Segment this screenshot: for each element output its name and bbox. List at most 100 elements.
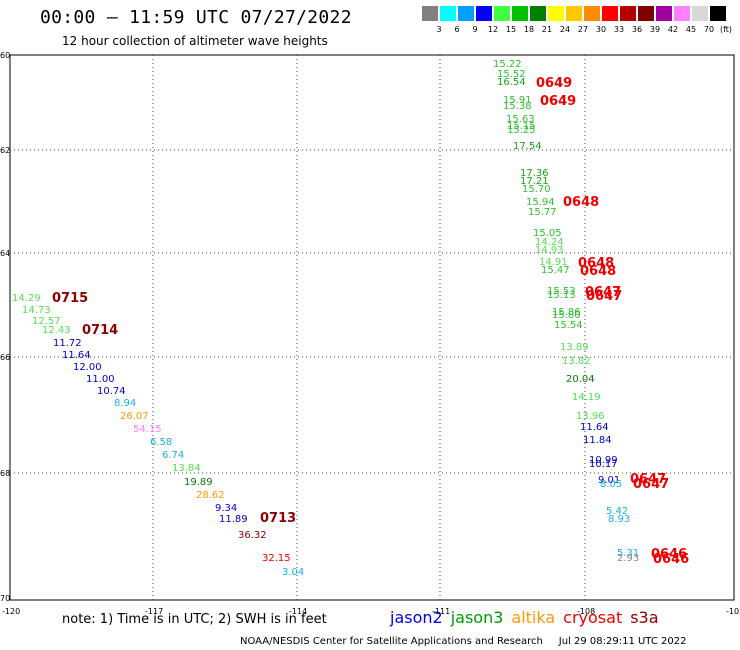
colorbar-swatch	[602, 6, 618, 21]
time-stamp-label: 0646	[653, 552, 689, 567]
latitude-label: 70	[0, 594, 10, 603]
wave-height-label: 15.15	[507, 121, 536, 132]
time-stamp-label: 0713	[260, 511, 296, 526]
wave-height-label: 15.80	[552, 310, 581, 321]
latitude-label: 68	[0, 469, 10, 478]
time-stamp-label: 0648	[563, 195, 599, 210]
colorbar-tick-label: 70	[703, 25, 715, 34]
wave-height-label: 26.07	[120, 411, 149, 422]
legend-entry-altika: altika	[511, 608, 556, 627]
wave-height-label: 32.15	[262, 553, 291, 564]
legend-entry-s3a: s3a	[630, 608, 659, 627]
wave-height-label: 11.64	[580, 422, 609, 433]
wave-height-label: 6.74	[162, 450, 184, 461]
colorbar-tick-label: 18	[523, 25, 535, 34]
wave-height-label: 14.91	[539, 257, 568, 268]
colorbar-tick-label: 30	[595, 25, 607, 34]
time-stamp-label: 0649	[536, 76, 572, 91]
latitude-label: 62	[0, 146, 10, 155]
wave-height-label: 19.89	[184, 477, 213, 488]
longitude-label: -105	[726, 607, 740, 616]
wave-height-label: 15.22	[493, 59, 522, 70]
time-stamp-label: 0649	[540, 94, 576, 109]
longitude-label: -111	[432, 607, 450, 616]
latitude-label: 64	[0, 249, 10, 258]
wave-height-label: 16.54	[497, 77, 526, 88]
wave-height-label: 13.96	[576, 411, 605, 422]
colorbar-tick-label: 9	[472, 25, 478, 34]
units-note: note: 1) Time is in UTC; 2) SWH is in fe…	[62, 612, 327, 627]
wave-height-label: 36.32	[238, 530, 267, 541]
longitude-label: -117	[145, 607, 163, 616]
longitude-label: -108	[577, 607, 595, 616]
wave-height-label: 9.01	[598, 475, 620, 486]
wave-height-label: 15.05	[533, 228, 562, 239]
wave-height-label: 15.25	[507, 125, 536, 136]
wave-height-label: 9.34	[215, 503, 237, 514]
colorbar-tick-label: 27	[577, 25, 589, 34]
wave-height-label: 13.89	[560, 342, 589, 353]
time-stamp-label: 0714	[82, 323, 118, 338]
wave-height-label: 15.63	[506, 114, 535, 125]
credit-footer: NOAA/NESDIS Center for Satellite Applica…	[240, 636, 687, 647]
wave-height-label: 5.42	[606, 506, 628, 517]
colorbar-swatch	[548, 6, 564, 21]
wave-height-label: 12.43	[42, 325, 71, 336]
colorbar-tick-label: 24	[559, 25, 571, 34]
colorbar-tick-label: 6	[454, 25, 460, 34]
wave-height-label: 15.53	[547, 286, 576, 297]
wave-height-label: 15.94	[526, 197, 555, 208]
colorbar-unit-label: (ft)	[719, 25, 733, 34]
wave-height-label: 54.15	[133, 424, 162, 435]
colorbar-swatch	[692, 6, 708, 21]
time-stamp-label: 0647	[633, 477, 669, 492]
satellite-legend: jason2 jason3 altika cryosat s3a	[390, 608, 667, 627]
longitude-label: -120	[2, 607, 20, 616]
wave-height-label: 12.57	[32, 316, 61, 327]
wave-height-label: 11.00	[86, 374, 115, 385]
colorbar-swatch	[710, 6, 726, 21]
wave-height-label: 17.36	[520, 168, 549, 179]
time-stamp-label: 0647	[585, 285, 621, 300]
time-stamp-label: 0715	[52, 291, 88, 306]
wave-height-label: 17.54	[513, 141, 542, 152]
wave-height-label: 11.89	[219, 514, 248, 525]
wave-height-label: 28.62	[196, 490, 225, 501]
longitude-label: -114	[289, 607, 307, 616]
colorbar-swatch	[440, 6, 456, 21]
colorbar-tick-label: 3	[436, 25, 442, 34]
wave-height-label: 14.73	[22, 305, 51, 316]
wave-height-label: 14.29	[12, 293, 41, 304]
wave-height-label: 20.04	[566, 374, 595, 385]
time-stamp-label: 0646	[651, 547, 687, 562]
wave-height-label: 15.86	[552, 307, 581, 318]
wave-height-label: 6.58	[150, 437, 172, 448]
colorbar-swatch	[494, 6, 510, 21]
wave-height-label: 17.21	[520, 176, 549, 187]
wave-height-label: 10.17	[589, 459, 618, 470]
wave-height-label: 11.84	[583, 435, 612, 446]
wave-height-label: 15.47	[541, 265, 570, 276]
colorbar-swatch	[512, 6, 528, 21]
latitude-label: 66	[0, 353, 10, 362]
colorbar-swatch	[674, 6, 690, 21]
legend-entry-jason2: jason2	[390, 608, 443, 627]
wave-height-label: 3.04	[282, 567, 304, 578]
wave-height-label: 15.54	[554, 320, 583, 331]
colorbar-swatch	[620, 6, 636, 21]
colorbar-tick-label: 45	[685, 25, 697, 34]
colorbar-swatch	[476, 6, 492, 21]
wave-height-label: 13.84	[172, 463, 201, 474]
wave-height-label: 2.93	[617, 553, 639, 564]
colorbar-swatch	[638, 6, 654, 21]
wave-height-label: 5.31	[617, 548, 639, 559]
wave-height-label: 11.64	[62, 350, 91, 361]
colorbar-swatch	[458, 6, 474, 21]
wave-height-label: 14.93	[535, 245, 564, 256]
wave-height-label: 8.93	[608, 514, 630, 525]
wave-height-label: 15.52	[497, 69, 526, 80]
wave-height-label: 10.99	[589, 455, 618, 466]
wave-height-label: 15.70	[522, 184, 551, 195]
colorbar-tick-label: 36	[631, 25, 643, 34]
